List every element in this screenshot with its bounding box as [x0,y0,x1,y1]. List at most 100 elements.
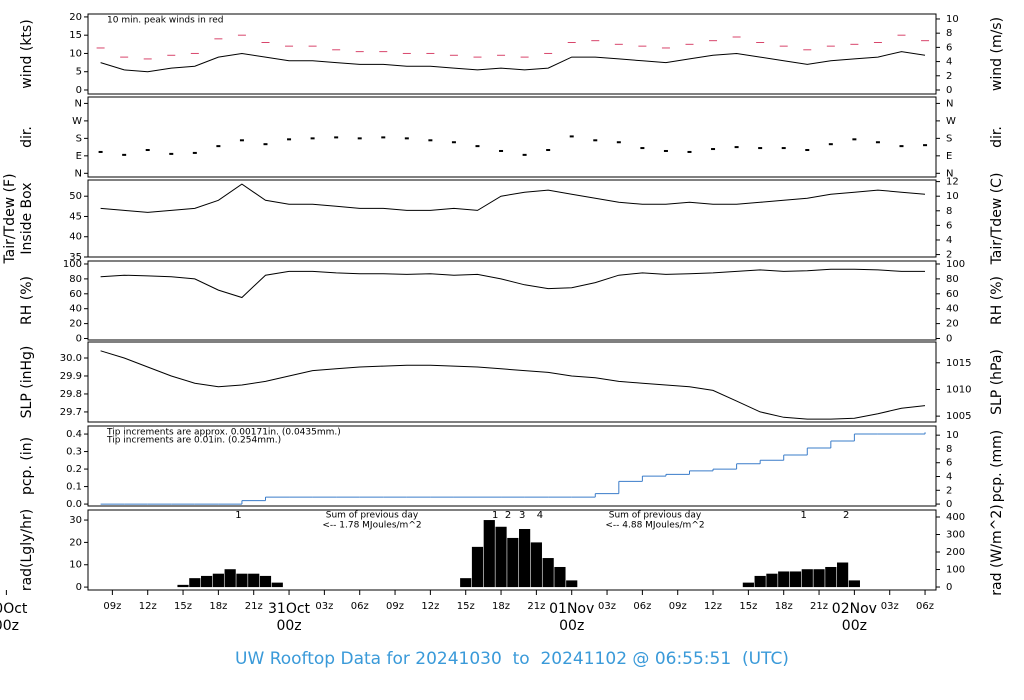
y2-tick-label: 10 [946,191,959,202]
dir-point [711,148,716,151]
y-tick-label: E [76,151,82,162]
y-tick-label: 30.0 [60,353,82,364]
bar [554,566,566,588]
x-tick-label: 15z [174,601,192,612]
y2-tick-label: 200 [946,547,965,558]
y-tick-label: N [75,168,82,179]
x-tick-label: 03z [315,601,333,612]
bar [742,582,754,588]
y2-tick-label: 1005 [946,411,971,422]
bar [189,578,201,588]
bar [201,575,213,588]
y-tick-label: 0 [76,85,82,96]
dir-point [475,145,480,148]
bar [507,537,519,588]
dir-point [357,137,362,140]
dir-point [569,135,574,138]
dir-point [239,139,244,142]
dir-point [334,136,339,139]
y-tick-label: 100 [63,259,82,270]
dir-point [616,141,621,144]
y2-tick-label: 1010 [946,384,971,395]
panel-frame [87,179,937,258]
data-line [100,268,925,299]
x-tick-label: 21z [527,601,545,612]
y-axis-title: pcp. (in) [19,437,35,495]
dir-point [381,136,386,139]
bar [542,558,554,588]
data-line [100,51,926,73]
y-axis-title: rad(Lgly/hr) [19,509,35,591]
panel-frame [87,260,937,341]
y2-tick-label: S [946,133,952,144]
dir-point [122,153,127,156]
note: Sum of previous day [326,511,419,521]
bar [825,566,837,588]
dir-point [852,138,857,141]
day-tick-line: 31Oct [268,601,311,617]
y2-axis-title: rad (W/m^2) [989,504,1005,595]
dir-point [499,149,504,152]
y-tick-label: S [76,133,82,144]
bar [460,578,472,588]
y-tick-label: 29.7 [60,407,82,418]
y2-tick-label: 0 [946,334,952,345]
y2-tick-label: 8 [946,28,952,39]
y-tick-label: 0.1 [66,482,82,493]
peak-mark: 4 [537,510,543,521]
note: Sum of previous day [609,511,702,521]
day-tick-line: 00z [559,618,584,634]
y2-tick-label: 1015 [946,358,971,369]
y2-tick-label: 8 [946,206,952,217]
y-tick-label: 0.0 [66,499,82,510]
dir-point [145,149,150,152]
y2-tick-label: 10 [946,430,959,441]
bar [766,573,778,588]
peak-mark: 2 [505,510,511,521]
y2-axis-title: pcp. (mm) [989,430,1005,503]
y-axis-title: SLP (inHg) [19,346,35,419]
dir-point [828,143,833,146]
dir-point [428,139,433,142]
dir-point [663,149,668,152]
dir-point [923,144,928,147]
day-tick-label: 30Oct00z [0,601,28,634]
x-tick-label: 09z [386,601,404,612]
x-tick-label: 09z [669,601,687,612]
x-tick-label: 06z [916,601,934,612]
y-tick-label: 10 [69,48,82,59]
y-tick-label: 0.3 [66,447,82,458]
note: <-- 1.78 MJoules/m^2 [322,521,421,531]
bar [259,575,272,588]
x-tick-label: 06z [351,601,369,612]
day-tick-label: 02Nov 00z [832,601,877,634]
y2-tick-label: 40 [946,304,959,315]
x-tick-label: 03z [598,601,616,612]
bar [789,571,802,588]
dir-point [451,141,456,144]
dir-point [875,141,880,144]
x-tick-label: 12z [704,601,722,612]
y2-tick-label: 4 [946,57,952,68]
dir-point [310,137,315,140]
bar [837,562,849,588]
y2-tick-label: 0 [946,582,952,593]
bar [848,580,860,588]
y2-tick-label: 80 [946,274,959,285]
y2-tick-label: 6 [946,220,952,231]
note: <-- 4.88 MJoules/m^2 [605,521,704,531]
bar [224,569,236,588]
y-tick-label: 0 [76,334,82,345]
bar [754,575,766,588]
x-tick-label: 09z [103,601,121,612]
y-tick-label: 40 [69,304,82,315]
y2-tick-label: W [946,116,956,127]
x-tick-label: 15z [739,601,757,612]
y2-tick-label: N [946,168,953,179]
day-tick-line: 00z [842,618,867,634]
x-tick-label: 18z [209,601,227,612]
panel-frame [87,425,937,507]
peak-mark: 2 [843,510,849,521]
day-tick-line: 30Oct [0,601,28,617]
